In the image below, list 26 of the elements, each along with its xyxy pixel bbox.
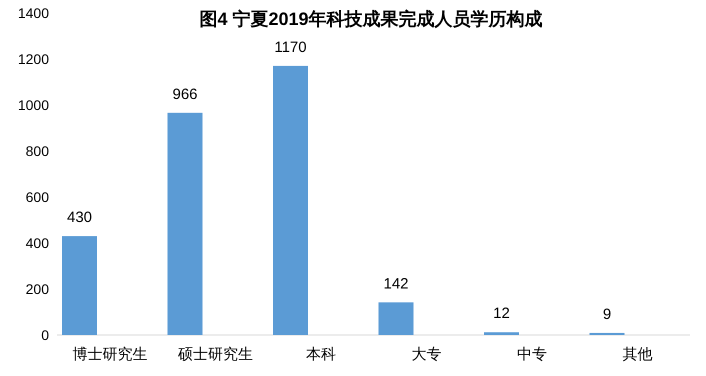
y-tick-label: 600	[26, 189, 50, 205]
data-label: 1170	[274, 38, 307, 56]
y-tick-label: 1200	[18, 51, 50, 67]
data-label: 966	[172, 86, 198, 103]
bar	[168, 112, 202, 335]
chart-title: 图4 宁夏2019年科技成果完成人员学历构成	[199, 9, 543, 29]
x-tick-label: 其他	[622, 346, 652, 363]
x-tick-label: 博士研究生	[72, 346, 148, 363]
bar	[484, 332, 519, 335]
bar	[273, 66, 308, 335]
x-tick-label: 中专	[516, 346, 547, 363]
y-tick-label: 1400	[18, 5, 50, 21]
y-tick-label: 800	[26, 143, 50, 159]
data-label: 142	[383, 275, 409, 292]
bar	[378, 302, 414, 335]
data-label: 430	[66, 209, 92, 226]
x-tick-label: 硕士研究生	[176, 346, 253, 363]
x-tick-label: 大专	[411, 346, 442, 363]
x-tick-label: 本科	[306, 346, 336, 363]
bar	[62, 236, 97, 335]
y-tick-label: 0	[41, 327, 50, 343]
y-tick-label: 200	[26, 281, 50, 297]
y-tick-label: 1000	[18, 97, 50, 113]
data-label: 12	[493, 305, 510, 322]
y-tick-label: 400	[26, 235, 50, 251]
data-label: 9	[602, 306, 612, 323]
